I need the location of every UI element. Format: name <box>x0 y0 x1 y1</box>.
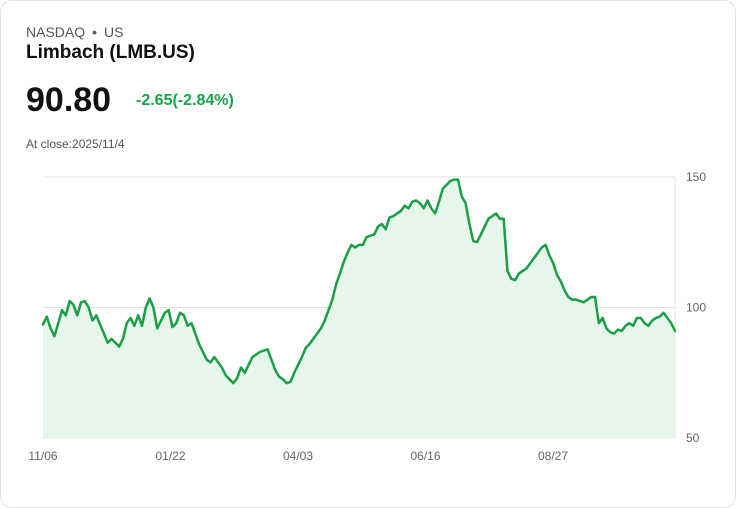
x-tick-label: 08/27 <box>538 449 568 463</box>
stock-name: Limbach (LMB.US) <box>26 42 195 63</box>
price-area <box>43 179 675 439</box>
x-tick-label: 06/16 <box>410 449 440 463</box>
price-change: -2.65(-2.84%) <box>136 92 234 109</box>
x-tick-label: 04/03 <box>283 449 313 463</box>
exchange-name: NASDAQ <box>26 24 86 40</box>
y-tick-label: 150 <box>686 170 706 184</box>
close-info: At close:2025/11/4 <box>26 137 125 151</box>
separator-dot: • <box>92 24 98 40</box>
price-line <box>41 178 677 385</box>
close-label: At close: <box>26 137 73 151</box>
x-tick-label: 01/22 <box>155 449 185 463</box>
close-date: 2025/11/4 <box>72 137 125 151</box>
market-name: US <box>104 24 124 40</box>
stock-price: 90.80 <box>26 81 112 119</box>
y-tick-label: 50 <box>686 431 700 445</box>
x-tick-label: 11/06 <box>28 449 57 463</box>
exchange-line: NASDAQ • US <box>26 24 123 40</box>
y-tick-label: 100 <box>686 301 706 315</box>
